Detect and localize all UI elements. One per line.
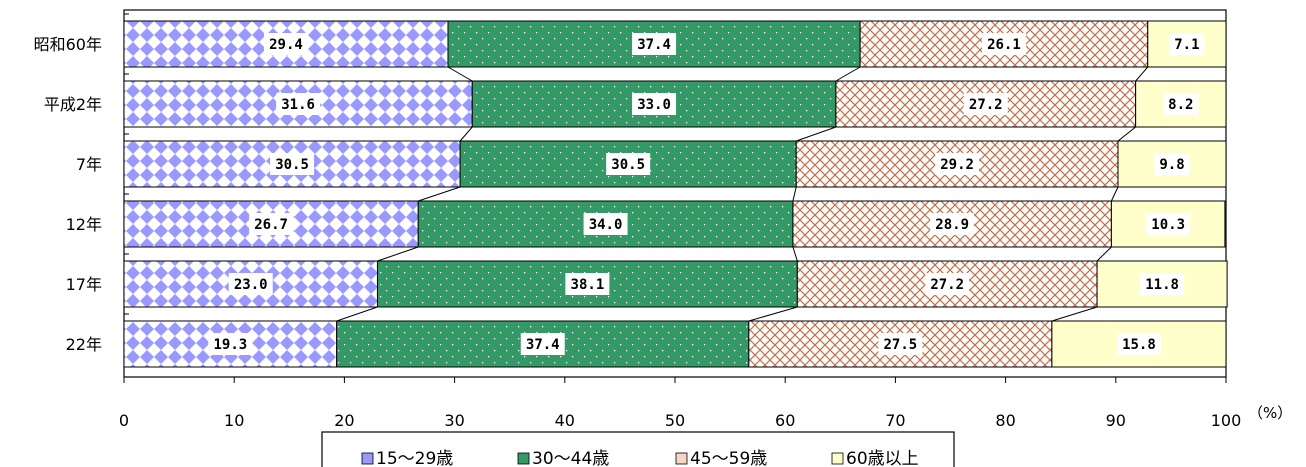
- data-label-box: [249, 213, 294, 235]
- data-label-box: [565, 273, 610, 295]
- legend-label: 60歳以上: [846, 449, 919, 467]
- data-label: 26.7: [254, 217, 288, 233]
- data-label: 11.8: [1145, 277, 1179, 293]
- legend-label: 15～29歳: [376, 449, 453, 467]
- bar-segment: [795, 140, 1119, 188]
- data-label-box: [263, 33, 308, 55]
- x-unit-label: （%）: [1248, 404, 1292, 422]
- data-label-box: [276, 93, 321, 115]
- series-connector: [1117, 126, 1136, 142]
- data-label-box: [1163, 93, 1199, 115]
- data-label: 38.1: [571, 277, 605, 293]
- series-connector: [1096, 246, 1112, 262]
- data-label-box: [632, 93, 677, 115]
- data-label: 29.4: [269, 37, 303, 53]
- data-label: 37.4: [637, 37, 671, 53]
- x-tick-label: 50: [665, 411, 685, 430]
- data-label-box: [520, 333, 565, 355]
- category-label: 12年: [66, 215, 102, 234]
- data-label-box: [208, 333, 253, 355]
- series-connector: [418, 186, 461, 202]
- data-label: 37.4: [526, 337, 560, 353]
- data-label-box: [925, 273, 970, 295]
- data-label: 30.5: [611, 157, 645, 173]
- bar-segment: [123, 320, 338, 368]
- category-label: 昭和60年: [34, 35, 102, 54]
- x-tick-label: 60: [775, 411, 795, 430]
- series-connector: [835, 66, 861, 82]
- data-label-box: [632, 33, 677, 55]
- data-label-box: [930, 213, 975, 235]
- legend-label: 45～59歳: [690, 449, 767, 467]
- series-connector: [1135, 66, 1149, 82]
- data-label: 30.5: [275, 157, 309, 173]
- x-tick-label: 0: [119, 411, 129, 430]
- data-label-box: [1116, 333, 1161, 355]
- x-tick-label: 90: [1106, 411, 1126, 430]
- data-label: 26.1: [987, 37, 1021, 53]
- data-label-box: [878, 333, 923, 355]
- legend-swatch: [831, 452, 844, 465]
- data-label: 28.9: [935, 217, 969, 233]
- x-tick-label: 10: [224, 411, 244, 430]
- data-label-box: [1154, 153, 1190, 175]
- data-label-box: [935, 153, 980, 175]
- data-label-box: [963, 93, 1008, 115]
- series-connector: [336, 306, 378, 322]
- data-label-box: [270, 153, 315, 175]
- x-tick-label: 40: [555, 411, 575, 430]
- category-label: 平成2年: [44, 95, 102, 114]
- data-label: 27.5: [883, 337, 917, 353]
- x-axis: 0 10 20 30 40 50 60 70 80 90 100: [119, 377, 1241, 430]
- data-label-box: [228, 273, 273, 295]
- series-connector: [1051, 306, 1098, 322]
- legend: 15～29歳 30～44歳 45～59歳 60歳以上: [321, 431, 955, 467]
- data-label-box: [1140, 273, 1185, 295]
- data-label: 19.3: [213, 337, 247, 353]
- data-label: 10.3: [1151, 217, 1185, 233]
- category-label: 17年: [66, 275, 102, 294]
- legend-swatch: [675, 452, 688, 465]
- data-label: 23.0: [234, 277, 268, 293]
- data-label: 34.0: [589, 217, 623, 233]
- data-label-box: [981, 33, 1026, 55]
- series-connector: [796, 126, 837, 142]
- data-label-box: [606, 153, 651, 175]
- legend-swatch: [361, 452, 374, 465]
- series-connector: [447, 66, 473, 82]
- data-label-box: [1146, 213, 1191, 235]
- x-tick-label: 100: [1211, 411, 1242, 430]
- data-label-box: [583, 213, 628, 235]
- x-tick-label: 70: [885, 411, 905, 430]
- data-label: 31.6: [281, 97, 315, 113]
- legend-swatch: [517, 452, 530, 465]
- series-connector: [748, 306, 798, 322]
- data-label: 8.2: [1168, 97, 1193, 113]
- series-connector: [1110, 186, 1119, 202]
- category-label: 7年: [76, 155, 102, 174]
- series-connector: [377, 246, 419, 262]
- legend-label: 30～44歳: [532, 449, 609, 467]
- data-label: 15.8: [1122, 337, 1156, 353]
- data-label: 7.1: [1174, 37, 1199, 53]
- x-tick-label: 80: [995, 411, 1015, 430]
- data-label: 9.8: [1159, 157, 1184, 173]
- series-connector: [792, 186, 797, 202]
- x-tick-label: 20: [334, 411, 354, 430]
- plot-area: 昭和60年 29.4 37.4 26.1 7.1 平成2年 31.6 33.0 27.2 8.2 7…: [34, 9, 1228, 378]
- legend-frame: [321, 431, 955, 467]
- series-connector: [792, 246, 798, 262]
- data-label: 33.0: [637, 97, 671, 113]
- data-label: 29.2: [940, 157, 974, 173]
- series-connector: [459, 126, 473, 142]
- x-tick-label: 30: [444, 411, 464, 430]
- data-label-box: [1169, 33, 1205, 55]
- data-label: 27.2: [969, 97, 1003, 113]
- data-label: 27.2: [930, 277, 964, 293]
- category-label: 22年: [66, 335, 102, 354]
